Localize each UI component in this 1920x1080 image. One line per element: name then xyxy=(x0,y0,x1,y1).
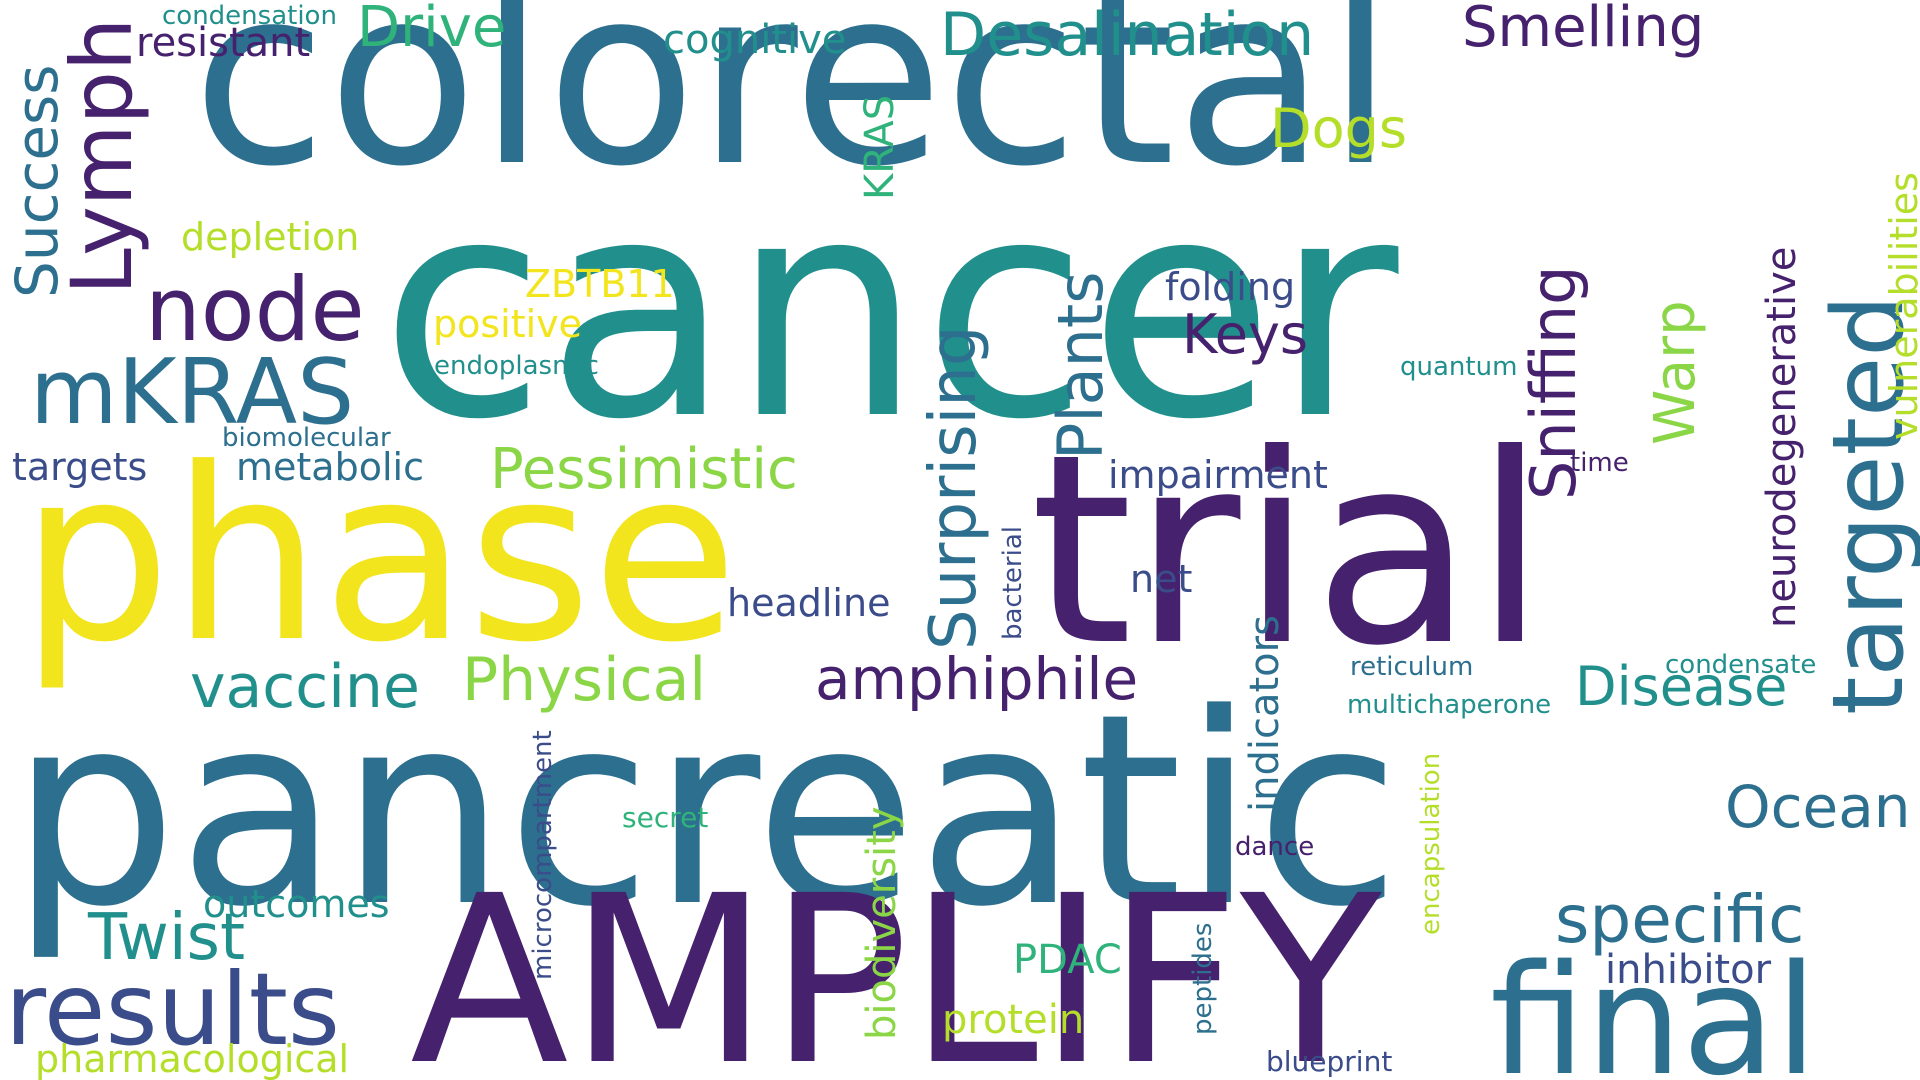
word-sniffing: Sniffing xyxy=(1517,265,1590,500)
word-multichaperone: multichaperone xyxy=(1347,690,1552,720)
word-specific: specific xyxy=(1555,881,1805,958)
word-time: time xyxy=(1570,448,1629,478)
word-ocean: Ocean xyxy=(1725,773,1911,841)
word-amphiphile: amphiphile xyxy=(815,645,1139,713)
word-biodiversity: biodiversity xyxy=(859,806,905,1040)
word-bacterial: bacterial xyxy=(998,526,1028,640)
word-physical: Physical xyxy=(462,645,707,715)
word-dogs: Dogs xyxy=(1270,97,1408,160)
word-net: net xyxy=(1130,557,1193,601)
word-indicators: indicators xyxy=(1242,615,1288,812)
word-colorectal: colorectal xyxy=(192,0,1395,221)
word-neurodegenerative: neurodegenerative xyxy=(1759,246,1805,628)
word-endoplasmic: endoplasmic xyxy=(434,351,599,381)
word-desalination: Desalination xyxy=(940,0,1315,70)
word-vulnerabilities: vulnerabilities xyxy=(1882,172,1920,440)
word-biomolecular: biomolecular xyxy=(222,423,391,453)
word-plants: Plants xyxy=(1044,271,1117,460)
word-dance: dance xyxy=(1235,832,1315,862)
word-pharmacological: pharmacological xyxy=(35,1037,350,1080)
word-folding: folding xyxy=(1165,265,1296,309)
word-kras: KRAS xyxy=(857,94,903,200)
word-phase: phase xyxy=(20,418,739,695)
word-depletion: depletion xyxy=(181,215,360,259)
word-mkras: mKRAS xyxy=(30,340,355,445)
word-impairment: impairment xyxy=(1108,453,1328,497)
word-twist: Twist xyxy=(88,901,246,975)
word-peptides: peptides xyxy=(1188,922,1218,1035)
word-cognitive: cognitive xyxy=(663,17,847,63)
word-success: Success xyxy=(3,64,71,298)
word-warp: Warp xyxy=(1643,300,1708,445)
word-headline: headline xyxy=(727,581,891,625)
word-results: results xyxy=(5,951,341,1068)
word-disease: Disease xyxy=(1575,655,1788,718)
word-final: final xyxy=(1490,932,1818,1080)
word-blueprint: blueprint xyxy=(1266,1045,1393,1078)
word-protein: protein xyxy=(942,997,1085,1043)
word-positive: positive xyxy=(433,302,583,346)
word-reticulum: reticulum xyxy=(1350,652,1474,682)
word-condensate: condensate xyxy=(1665,650,1817,680)
word-pessimistic: Pessimistic xyxy=(490,437,798,502)
word-outcomes: outcomes xyxy=(203,882,390,926)
word-microcompartment: microcompartment xyxy=(528,730,558,980)
word-drive: Drive xyxy=(357,0,507,60)
word-smelling: Smelling xyxy=(1462,0,1705,60)
word-amplify: AMPLIFY xyxy=(410,846,1382,1080)
word-secret: secret xyxy=(622,801,709,834)
word-lymph: Lymph xyxy=(53,17,151,295)
word-pancreatic: pancreatic xyxy=(10,658,1401,965)
word-vaccine: vaccine xyxy=(190,652,420,722)
word-pdac: PDAC xyxy=(1013,937,1122,983)
word-resistant: resistant xyxy=(136,20,311,66)
word-quantum: quantum xyxy=(1400,352,1518,382)
word-node: node xyxy=(145,258,365,361)
word-keys: Keys xyxy=(1182,303,1309,366)
word-surprising: Surprising xyxy=(917,325,991,650)
word-condensation: condensation xyxy=(162,1,337,31)
word-encapsulation: encapsulation xyxy=(1416,752,1446,935)
word-cancer: cancer xyxy=(380,135,1399,486)
word-trial: trial xyxy=(1030,398,1547,703)
word-inhibitor: inhibitor xyxy=(1605,947,1772,993)
word-targets: targets xyxy=(12,445,148,489)
word-zbtb11: ZBTB11 xyxy=(525,262,675,306)
word-metabolic: metabolic xyxy=(236,445,424,489)
